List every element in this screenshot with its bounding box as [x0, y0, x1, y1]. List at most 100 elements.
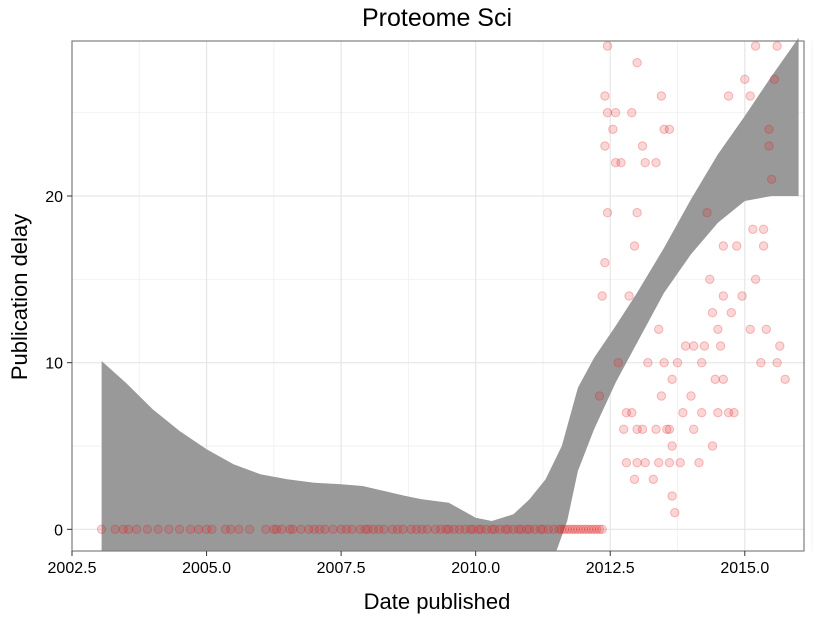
data-point: [621, 408, 632, 418]
data-point: [621, 458, 632, 468]
data-point: [473, 524, 484, 534]
data-point: [707, 441, 718, 451]
data-point: [336, 524, 346, 534]
data-point: [745, 324, 755, 334]
data-point: [592, 524, 602, 534]
data-point: [748, 224, 758, 235]
data-point: [602, 108, 613, 118]
data-point: [594, 524, 605, 534]
data-point: [538, 524, 548, 534]
data-point: [629, 474, 640, 484]
data-point: [559, 524, 570, 534]
data-point: [164, 524, 174, 534]
data-point: [713, 408, 723, 418]
data-point: [417, 524, 427, 534]
x-axis-title: Date published: [364, 589, 511, 614]
data-point: [718, 374, 728, 384]
plot-panel-border: [71, 40, 805, 552]
data-point: [487, 524, 497, 534]
data-point: [689, 424, 699, 434]
data-point: [549, 524, 559, 534]
data-point: [288, 524, 298, 534]
data-point: [659, 124, 669, 135]
data-point: [567, 524, 578, 534]
data-point: [632, 458, 642, 468]
data-point: [392, 524, 403, 534]
data-point: [503, 524, 513, 534]
data-point: [594, 391, 605, 401]
data-point: [723, 91, 734, 101]
data-point: [554, 524, 564, 534]
data-point: [767, 174, 777, 185]
y-tick-label: 20: [45, 189, 63, 206]
data-point: [495, 524, 505, 534]
data-point: [664, 424, 675, 434]
data-point: [758, 224, 769, 235]
data-point: [516, 524, 527, 534]
data-point: [648, 474, 658, 484]
data-point: [460, 524, 470, 534]
data-point: [600, 91, 610, 101]
data-point: [651, 424, 661, 434]
data-point: [226, 524, 236, 534]
data-point: [610, 158, 621, 168]
data-point: [398, 524, 408, 534]
data-point: [444, 524, 454, 534]
data-point: [689, 341, 699, 351]
data-point: [699, 341, 710, 351]
chart-title: Proteome Sci: [362, 4, 512, 32]
data-point: [581, 524, 591, 534]
x-tick-label: 2012.5: [586, 560, 635, 577]
data-point: [632, 58, 642, 68]
data-point: [454, 524, 465, 534]
data-point: [589, 524, 599, 534]
data-point: [430, 524, 440, 534]
data-point: [201, 524, 212, 534]
data-point: [732, 241, 742, 251]
data-point: [637, 424, 648, 434]
data-point: [613, 358, 623, 368]
data-point: [726, 308, 736, 318]
data-point: [654, 324, 664, 334]
data-point: [756, 358, 766, 368]
data-point: [654, 458, 664, 468]
data-point: [600, 258, 610, 268]
data-point: [174, 524, 185, 534]
data-point: [775, 341, 785, 351]
data-point: [524, 524, 535, 534]
data-point: [680, 341, 691, 351]
data-point: [697, 408, 707, 418]
data-point: [363, 524, 373, 534]
data-point: [750, 41, 761, 51]
data-point: [207, 524, 217, 534]
data-point: [193, 524, 204, 534]
data-point: [764, 141, 774, 151]
data-point: [562, 524, 572, 534]
data-point: [686, 391, 696, 401]
data-point: [769, 74, 780, 85]
data-point: [387, 524, 397, 534]
data-point: [578, 524, 588, 534]
data-point: [715, 341, 726, 351]
data-point: [750, 274, 761, 284]
data-point: [662, 424, 672, 434]
data-point: [441, 524, 451, 534]
data-point: [586, 524, 597, 534]
data-point: [465, 524, 475, 534]
data-point: [296, 524, 306, 534]
data-point: [118, 524, 128, 534]
data-point: [694, 458, 704, 468]
data-point: [616, 158, 626, 168]
data-point: [309, 524, 319, 534]
data-point: [764, 124, 774, 135]
data-point: [406, 524, 416, 534]
data-point: [772, 358, 782, 368]
data-point: [347, 524, 357, 534]
data-point: [667, 491, 677, 501]
data-point: [640, 158, 650, 168]
data-point: [575, 524, 586, 534]
data-point: [610, 108, 621, 118]
data-point: [627, 408, 637, 418]
data-point: [565, 524, 575, 534]
